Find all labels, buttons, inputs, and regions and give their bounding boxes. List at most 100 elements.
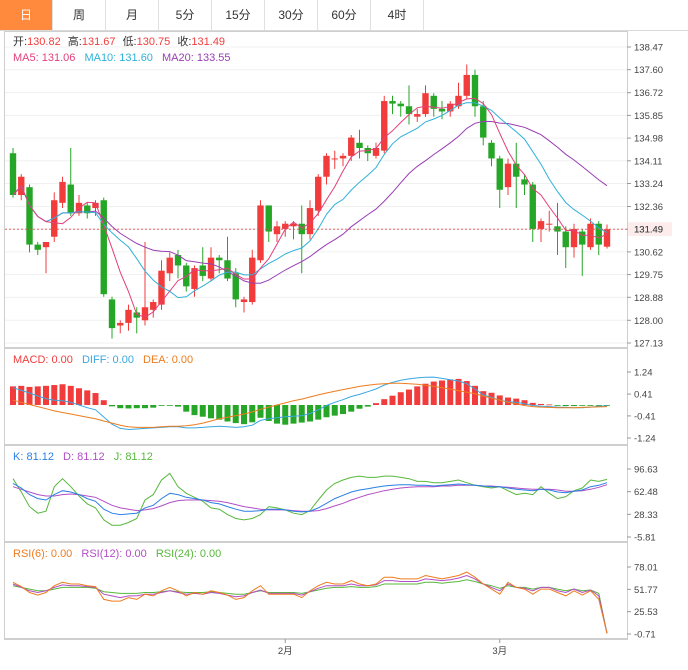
macd-bar: [422, 383, 429, 405]
macd-bar: [463, 381, 470, 405]
tab-5[interactable]: 30分: [265, 0, 318, 30]
macd-bar: [166, 405, 173, 406]
kdj-legend: K: 81.12 D: 81.12 J: 81.12: [13, 451, 153, 463]
candle-body: [504, 163, 512, 188]
candle-body: [488, 142, 495, 159]
candle-body: [356, 142, 363, 149]
macd-bar: [331, 405, 338, 416]
candle-body: [397, 103, 404, 107]
y-tick-label: -0.71: [634, 630, 656, 641]
y-tick-label: 62.48: [634, 487, 658, 498]
macd-bar: [92, 393, 99, 405]
macd-bar: [18, 385, 25, 405]
y-tick-label: 1.24: [634, 368, 653, 379]
candle-body: [546, 223, 553, 225]
candle-body: [216, 257, 223, 261]
candle-body: [249, 257, 256, 303]
rsi12-legend-value: RSI(12): 0.00: [81, 548, 146, 560]
macd-bar: [430, 381, 437, 405]
y-axis-labels: 138.47 137.60 136.72 135.85 134.98 134.11 133.…: [634, 43, 663, 641]
diff-legend-value: DIFF: 0.00: [82, 354, 134, 366]
x-tick-label: 2月: [278, 646, 293, 657]
macd-bar: [249, 405, 256, 423]
candle-body: [174, 255, 182, 266]
macd-bar: [315, 405, 322, 420]
grid-lines: [5, 46, 631, 635]
macd-bar: [373, 403, 379, 405]
macd-bar: [274, 405, 280, 424]
macd-bar: [67, 385, 74, 405]
ohlc-legend: 开:130.82 高:131.67 低:130.75 收:131.49: [13, 34, 225, 48]
candle-body: [331, 158, 338, 160]
macd-bar: [364, 405, 371, 407]
ma5-line: [12, 97, 608, 318]
macd-bar: [505, 397, 511, 405]
macd-bar: [447, 379, 454, 405]
y-tick-label: 137.60: [634, 65, 663, 76]
macd-bar: [100, 400, 107, 405]
candle-body: [224, 260, 231, 279]
candle-body: [389, 101, 396, 104]
macd-bar: [323, 405, 330, 418]
candle-body: [521, 179, 528, 185]
rsi-plot: [12, 571, 608, 634]
rsi12-line: [12, 574, 608, 634]
tab-1[interactable]: 周: [53, 0, 106, 30]
k-line: [12, 482, 608, 516]
macd-bar: [587, 405, 594, 406]
candle-body: [59, 181, 66, 203]
candle-body: [273, 226, 281, 235]
dea-line: [12, 382, 608, 428]
tab-0[interactable]: 日: [0, 0, 53, 30]
macd-bar: [43, 385, 49, 405]
candle-body: [117, 322, 124, 326]
macd-bar: [191, 405, 198, 416]
candle-body: [562, 231, 569, 248]
y-tick-label: 96.63: [634, 465, 658, 476]
y-tick-label: -0.41: [634, 411, 656, 422]
candle-body: [438, 108, 446, 112]
candle-body: [529, 184, 536, 229]
candle-body: [133, 312, 140, 318]
tab-4[interactable]: 15分: [212, 0, 265, 30]
low-label: 低:: [123, 35, 137, 48]
y-tick-label: 133.24: [634, 179, 663, 190]
macd-bar: [282, 405, 289, 425]
low-value: 130.75: [137, 36, 171, 48]
high-label: 高:: [68, 34, 82, 48]
candle-body: [447, 103, 454, 112]
macd-bar: [257, 405, 264, 418]
ma10-legend: MA10: 131.60: [84, 52, 153, 64]
candle-body: [108, 299, 116, 329]
d-legend-value: D: 81.12: [63, 451, 105, 463]
candle-body: [240, 299, 248, 303]
y-tick-label: 28.33: [634, 510, 658, 521]
candle-body: [381, 101, 388, 151]
candle-body: [348, 137, 355, 156]
candle-body: [26, 187, 33, 245]
y-tick-label: 132.36: [634, 202, 663, 213]
y-tick-label: -5.81: [634, 533, 656, 544]
open-value: 130.82: [27, 36, 61, 48]
y-tick-label: 134.11: [634, 156, 662, 167]
macd-bar: [579, 405, 586, 406]
tab-6[interactable]: 60分: [318, 0, 371, 30]
tab-7[interactable]: 4时: [371, 0, 424, 30]
macd-bar: [199, 405, 206, 417]
macd-bar: [125, 405, 132, 409]
candle-body: [496, 158, 503, 190]
tab-2[interactable]: 月: [106, 0, 159, 30]
y-tick-label: 134.98: [634, 134, 663, 145]
y-tick-label: 0.41: [634, 390, 653, 401]
candle-body: [315, 176, 322, 211]
macd-bar: [298, 405, 305, 423]
y-tick-label: 78.01: [634, 563, 658, 574]
candle-body: [372, 148, 380, 156]
main-panel-frame: [4, 31, 628, 348]
macd-bar: [595, 405, 602, 406]
tab-3[interactable]: 5分: [159, 0, 212, 30]
candle-body: [463, 74, 470, 96]
macd-bar: [76, 388, 82, 405]
candle-body: [92, 202, 99, 209]
rsi24-legend-value: RSI(24): 0.00: [156, 548, 221, 560]
